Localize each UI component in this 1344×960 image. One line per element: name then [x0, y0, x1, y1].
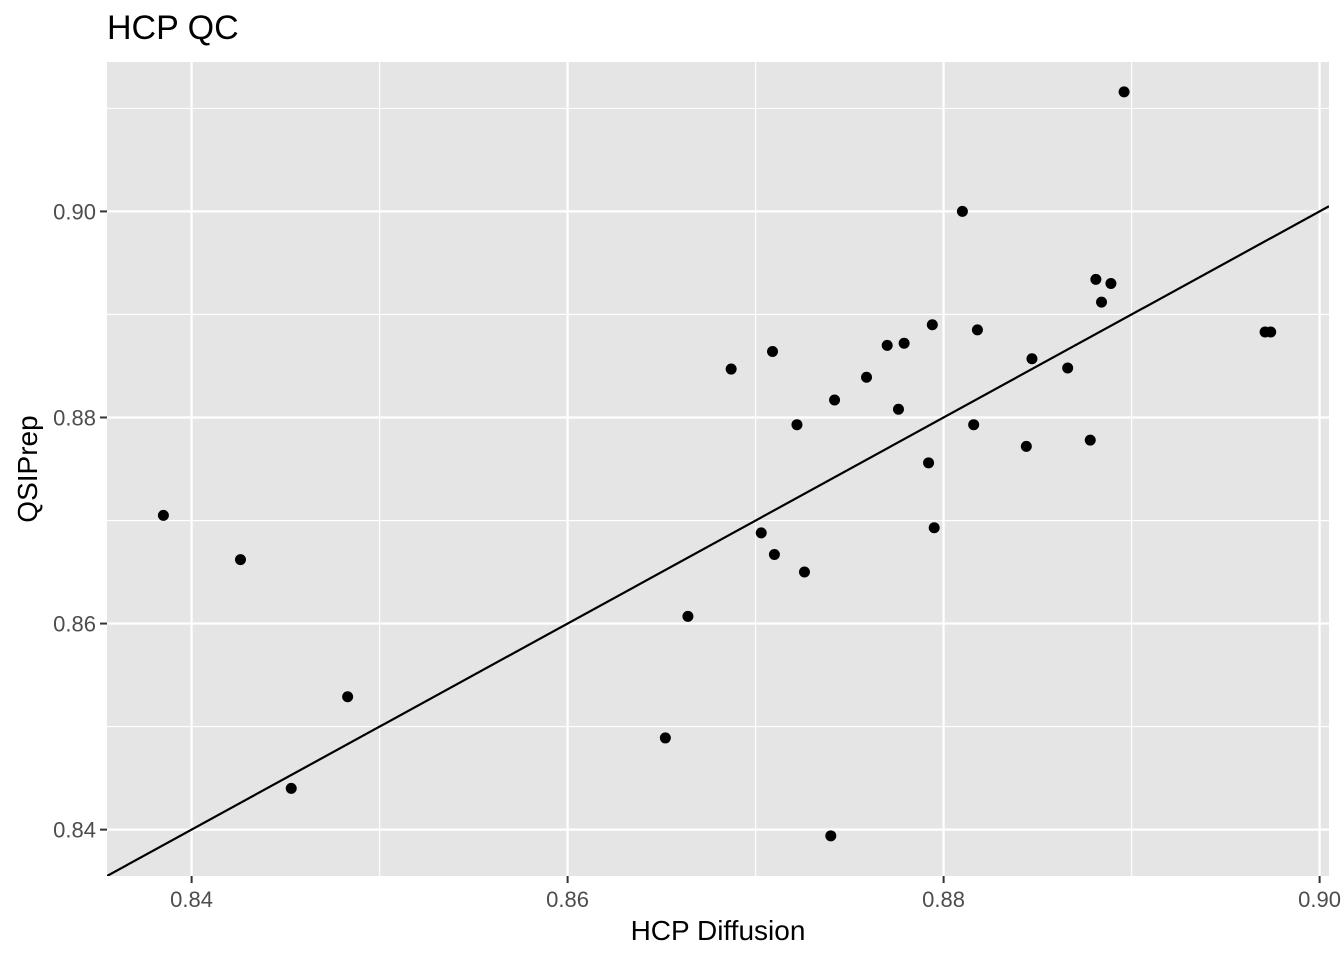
data-point — [861, 371, 873, 383]
data-point — [285, 782, 297, 794]
data-point — [659, 732, 671, 744]
plot-panel — [107, 62, 1329, 876]
data-point — [956, 205, 968, 217]
data-point — [923, 457, 935, 469]
data-point — [1084, 434, 1096, 446]
major-gridlines — [107, 62, 1329, 876]
data-point — [825, 830, 837, 842]
reference-line-layer — [107, 205, 1329, 876]
data-point — [881, 339, 893, 351]
data-point — [1265, 326, 1277, 338]
y-tick-label: 0.90 — [53, 199, 96, 224]
data-point — [768, 549, 780, 561]
x-tick-label: 0.84 — [170, 887, 213, 912]
points-layer — [157, 86, 1277, 842]
data-point — [767, 346, 779, 358]
data-point — [1026, 353, 1038, 365]
data-point — [791, 419, 803, 431]
y-axis: 0.84 0.86 0.88 0.90 — [53, 199, 107, 843]
data-point — [1118, 86, 1130, 98]
x-axis: 0.84 0.86 0.88 0.90 — [170, 876, 1341, 912]
data-point — [725, 363, 737, 375]
data-point — [829, 394, 841, 406]
x-tick-label: 0.86 — [546, 887, 589, 912]
y-tick-label: 0.84 — [53, 818, 96, 843]
x-axis-title: HCP Diffusion — [631, 915, 806, 946]
x-tick-label: 0.88 — [922, 887, 965, 912]
data-point — [928, 522, 940, 534]
data-point — [1090, 273, 1102, 285]
y-tick-label: 0.86 — [53, 612, 96, 637]
data-point — [1062, 362, 1074, 374]
data-point — [892, 403, 904, 415]
data-point — [682, 610, 694, 622]
data-point — [1020, 440, 1032, 452]
data-point — [798, 566, 810, 578]
data-point — [926, 319, 938, 331]
identity-reference-line — [107, 205, 1329, 876]
data-point — [157, 509, 169, 521]
data-point — [342, 691, 354, 703]
data-point — [755, 527, 767, 539]
data-point — [971, 324, 983, 336]
data-point — [1096, 296, 1108, 308]
data-point — [898, 337, 910, 349]
data-point — [968, 419, 980, 431]
x-tick-label: 0.90 — [1298, 887, 1341, 912]
data-point — [234, 554, 246, 566]
minor-gridlines — [107, 62, 1329, 876]
chart-title: HCP QC — [107, 9, 239, 47]
y-tick-label: 0.88 — [53, 405, 96, 430]
y-axis-title: QSIPrep — [12, 415, 43, 522]
data-point — [1105, 278, 1117, 290]
